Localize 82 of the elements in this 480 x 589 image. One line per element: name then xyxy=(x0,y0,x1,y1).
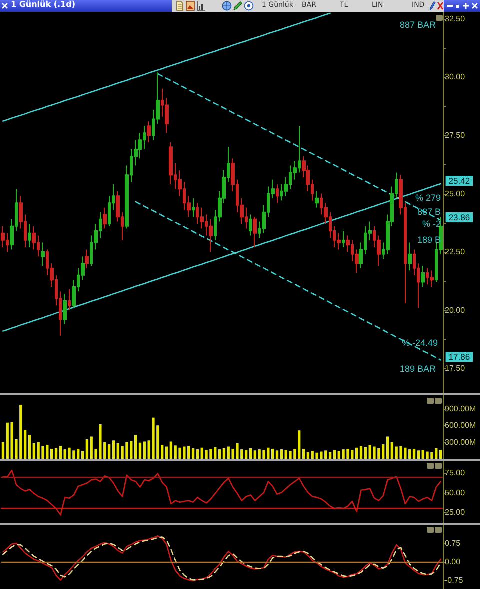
bar xyxy=(218,450,222,459)
y-tick-label: 900.00M xyxy=(445,404,476,414)
y-tick-label: 32.50 xyxy=(445,14,466,24)
y-tick-label: 0.00 xyxy=(445,557,462,566)
annotation: 887 BAR xyxy=(400,20,436,30)
bar xyxy=(276,450,279,459)
candlestick xyxy=(342,230,345,248)
y-tick-label: 300.00M xyxy=(445,438,476,447)
bar xyxy=(244,450,248,459)
y-tick-label: 75.00 xyxy=(445,468,466,478)
bar xyxy=(355,448,358,459)
candlestick xyxy=(408,242,412,272)
candlestick xyxy=(253,216,257,248)
bar xyxy=(280,450,283,459)
candlestick xyxy=(41,242,45,266)
bar xyxy=(108,444,111,459)
bar xyxy=(161,445,164,459)
bar xyxy=(81,451,84,459)
bar xyxy=(138,442,142,459)
candlestick xyxy=(315,190,319,208)
bar xyxy=(192,448,195,459)
line-series xyxy=(2,470,442,516)
bar xyxy=(386,436,390,459)
bar xyxy=(50,448,54,459)
annotation: % -24.49 xyxy=(402,338,438,348)
y-tick-label: 20.00 xyxy=(445,306,466,315)
y-tick-label: 27.50 xyxy=(445,131,466,140)
bar xyxy=(302,448,306,459)
bar xyxy=(134,435,138,459)
data-label: 17.86 xyxy=(448,352,470,362)
annotation: 189 BAR xyxy=(400,364,436,374)
y-tick-label: 600.00M xyxy=(445,421,476,430)
y-tick-label: -0.75 xyxy=(445,576,464,585)
bar xyxy=(417,450,420,459)
bar xyxy=(412,448,416,459)
bar xyxy=(2,442,5,459)
annotation: % 279 xyxy=(415,193,441,203)
candlestick xyxy=(103,207,107,230)
bar xyxy=(382,444,385,459)
bar xyxy=(333,450,336,459)
bar xyxy=(59,446,62,459)
bar xyxy=(54,448,58,459)
bar xyxy=(439,450,442,459)
bar xyxy=(272,448,274,459)
candlestick xyxy=(85,249,89,269)
bar xyxy=(249,448,252,459)
candlestick xyxy=(192,198,195,218)
candlestick xyxy=(63,293,67,325)
annotation: 887 B xyxy=(417,207,441,217)
y-tick-label: 0.75 xyxy=(445,538,462,548)
candlestick xyxy=(430,270,434,288)
line-series xyxy=(2,12,331,122)
bar xyxy=(170,442,172,459)
y-tick-label: 50.00 xyxy=(445,488,466,498)
bar xyxy=(306,452,310,459)
candlestick xyxy=(1,226,5,248)
bar xyxy=(112,440,116,459)
candlestick xyxy=(147,121,151,143)
y-tick-label: 22.50 xyxy=(445,248,466,257)
y-tick-label: 25.00 xyxy=(445,189,466,198)
candlestick xyxy=(28,224,31,248)
bar xyxy=(86,440,89,459)
candlestick xyxy=(276,184,279,204)
chart-title: 1 Günlük (.1d) xyxy=(11,0,76,11)
y-tick-label: 30.00 xyxy=(445,72,466,82)
bar xyxy=(328,452,332,459)
bar xyxy=(28,435,32,459)
bar xyxy=(390,442,394,459)
data-label: 23.86 xyxy=(448,212,470,222)
bar xyxy=(360,446,363,459)
y-tick-label: 17.50 xyxy=(445,364,466,374)
bar xyxy=(24,430,27,459)
candlestick xyxy=(169,142,173,185)
bar xyxy=(165,446,168,459)
bar xyxy=(196,450,200,459)
y-tick-label: 25.00 xyxy=(445,508,466,518)
candlestick xyxy=(209,218,213,253)
data-label: 25.42 xyxy=(448,176,470,186)
candlestick xyxy=(421,266,425,288)
candlestick xyxy=(249,214,252,236)
candlestick xyxy=(68,288,71,311)
bar xyxy=(222,448,226,459)
